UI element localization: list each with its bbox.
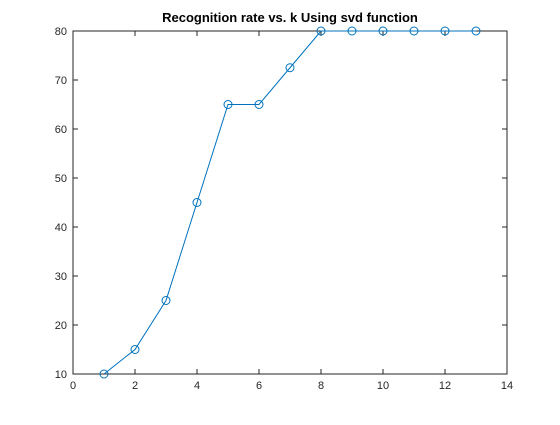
- data-point-marker: [254, 100, 264, 109]
- axes: [72, 30, 508, 375]
- chart-title: Recognition rate vs. k Using svd functio…: [162, 10, 418, 25]
- data-point-marker: [99, 369, 109, 379]
- series: [99, 26, 481, 379]
- x-tick-label: 10: [377, 380, 389, 392]
- x-tick-label: 14: [501, 380, 513, 392]
- x-tick-label: 6: [256, 380, 262, 392]
- ticks: 0 2 4 6 8 10 12 14 10 20 30 40 50 60 70 80: [55, 26, 513, 392]
- data-point-marker: [223, 100, 233, 109]
- x-tick-label: 12: [439, 380, 451, 392]
- axes-box: [72, 30, 508, 375]
- x-tick-label: 8: [318, 380, 324, 392]
- data-point-marker: [347, 26, 357, 36]
- y-tick-label: 80: [55, 26, 67, 38]
- y-tick-label: 60: [55, 124, 67, 136]
- series-line: [103, 30, 476, 375]
- data-point-marker: [192, 198, 202, 207]
- data-point-marker: [161, 296, 171, 305]
- x-tick-label: 4: [194, 380, 200, 392]
- data-point-marker: [378, 26, 388, 36]
- data-point-marker: [471, 26, 481, 36]
- data-point-marker: [440, 26, 450, 36]
- y-tick-label: 30: [55, 271, 67, 283]
- y-tick-label: 20: [55, 320, 67, 332]
- y-tick-label: 50: [55, 173, 67, 185]
- x-tick-label: 2: [132, 380, 138, 392]
- data-point-marker: [285, 63, 295, 73]
- y-tick-label: 40: [55, 222, 67, 234]
- x-tick-label: 0: [70, 380, 76, 392]
- data-point-marker: [316, 26, 326, 36]
- data-point-marker: [130, 345, 140, 354]
- y-tick-label: 70: [55, 75, 67, 87]
- data-point-marker: [409, 26, 419, 36]
- y-tick-label: 10: [55, 369, 67, 381]
